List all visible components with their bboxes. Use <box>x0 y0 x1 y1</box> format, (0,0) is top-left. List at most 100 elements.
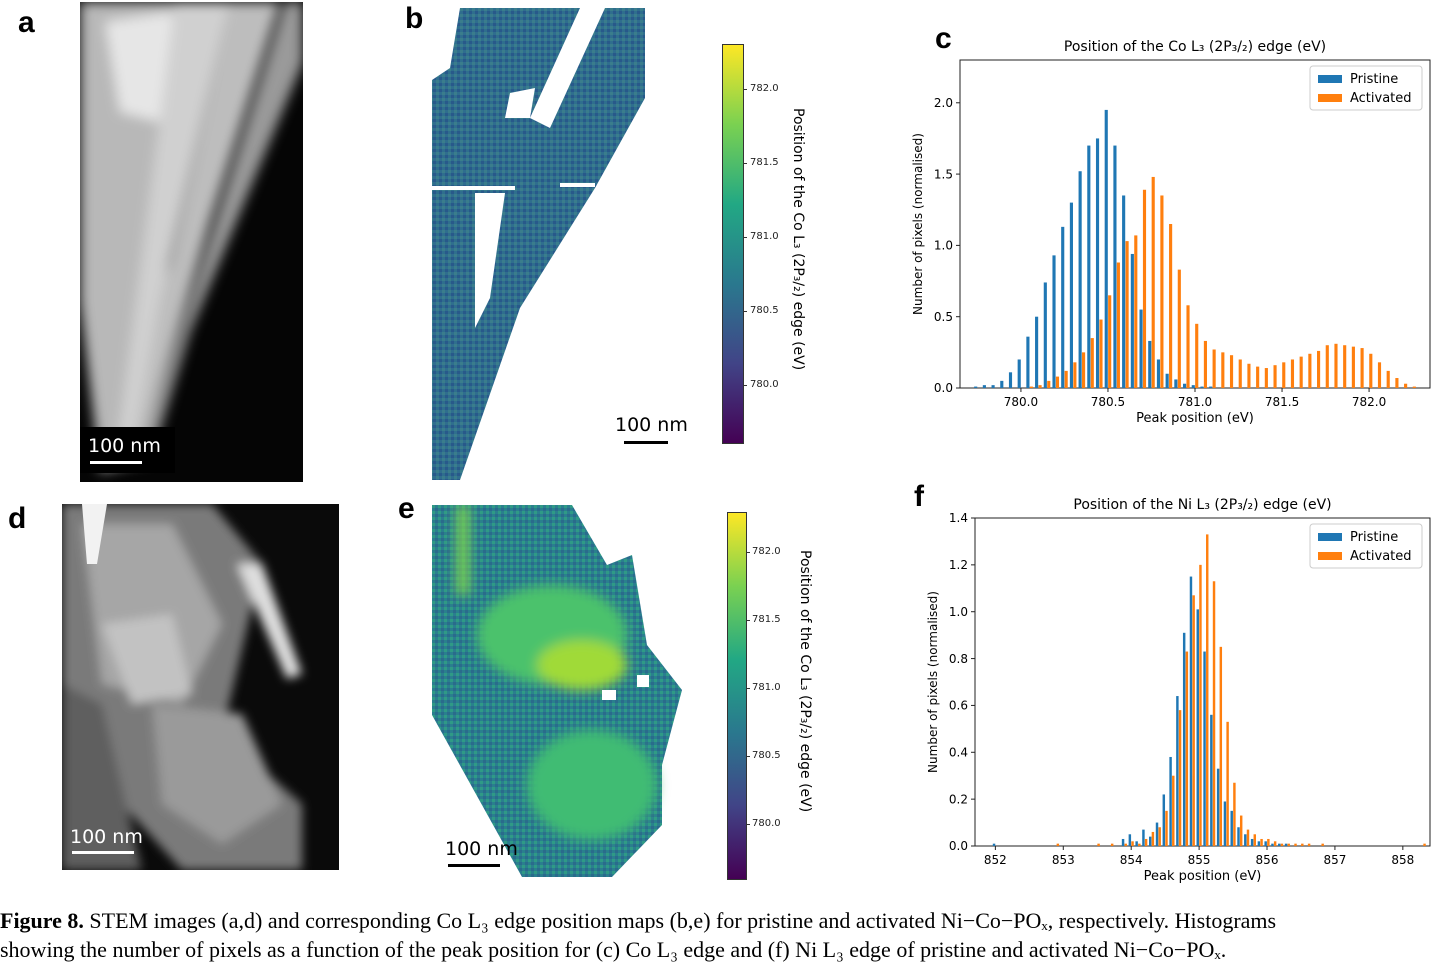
bar-pristine <box>1169 756 1172 846</box>
bar-activated <box>1199 564 1202 846</box>
bar-activated <box>1343 345 1347 388</box>
x-tick-label: 853 <box>1052 853 1075 867</box>
bar-pristine <box>1183 383 1187 388</box>
colorbar-e-tickmark <box>746 688 750 689</box>
caption-text-2: showing the number of pixels as a functi… <box>0 937 1227 962</box>
colorbar-b-tickmark <box>743 311 747 312</box>
x-tick-label: 855 <box>1188 853 1211 867</box>
bar-pristine <box>1061 226 1065 388</box>
bar-activated <box>1212 349 1216 388</box>
colorbar-b-tick: 780.5 <box>750 305 779 316</box>
bar-activated <box>1047 380 1051 388</box>
panel-letter-f: f <box>914 480 924 513</box>
bar-activated <box>1325 345 1329 388</box>
bar-activated <box>1073 362 1077 388</box>
panel-letter-d: d <box>8 502 27 535</box>
bar-activated <box>1334 343 1338 388</box>
x-tick-label: 858 <box>1391 853 1414 867</box>
bar-pristine <box>1113 145 1117 388</box>
plot-frame <box>974 517 1431 847</box>
colorbar-e-tickmark <box>746 756 750 757</box>
colorbar-e-tick: 781.0 <box>752 682 781 693</box>
bar-pristine <box>1128 834 1132 846</box>
bar-activated <box>1229 355 1234 388</box>
bar-activated <box>1386 370 1390 388</box>
bar-activated <box>1134 235 1138 388</box>
bar-pristine <box>1043 282 1047 388</box>
colorbar-b <box>722 44 744 444</box>
bar-pristine <box>992 843 996 846</box>
edge-map-b-graphic <box>430 8 645 480</box>
bar-activated <box>1138 843 1141 846</box>
bar-activated <box>1038 385 1042 388</box>
panel-letter-b: b <box>405 2 424 35</box>
bar-activated <box>1169 224 1173 388</box>
bar-pristine <box>1026 336 1030 388</box>
scalebar-label-e: 100 nm <box>445 838 518 860</box>
bar-pristine <box>1139 309 1143 388</box>
bar-activated <box>1287 843 1290 846</box>
bar-activated <box>1110 843 1114 846</box>
bar-activated <box>1264 368 1268 388</box>
x-tick-label: 780.5 <box>1091 395 1125 409</box>
bar-pristine <box>1264 841 1267 846</box>
caption-line-1: Figure 8. STEM images (a,d) and correspo… <box>0 906 1443 935</box>
bar-pristine <box>1196 609 1199 846</box>
bar-pristine <box>1216 768 1220 846</box>
bar-activated <box>1246 829 1250 846</box>
colorbar-e-label: Position of the Co L₃ (2P₃/₂) edge (eV) <box>797 550 813 813</box>
caption-line-2: showing the number of pixels as a functi… <box>0 935 1443 964</box>
bar-pristine <box>1017 359 1021 388</box>
scalebar-label-d: 100 nm <box>70 826 143 848</box>
bar-pristine <box>1069 202 1073 388</box>
y-tick-label: 0.0 <box>934 381 953 395</box>
scalebar-b <box>624 441 668 444</box>
bar-pristine <box>1008 372 1013 388</box>
chart-title: Position of the Co L₃ (2P₃/₂) edge (eV) <box>1064 39 1326 55</box>
bar-pristine <box>1052 255 1056 388</box>
y-tick-label: 1.5 <box>934 167 953 181</box>
bar-pristine <box>1250 838 1254 846</box>
bar-pristine <box>991 385 995 388</box>
bar-pristine <box>1182 632 1186 846</box>
y-tick-label: 0.5 <box>934 310 953 324</box>
scalebar-e <box>448 864 500 867</box>
bar-activated <box>1308 353 1312 388</box>
colorbar-e <box>727 512 747 880</box>
bar-pristine <box>1203 651 1206 846</box>
y-tick-label: 2.0 <box>934 96 953 110</box>
scalebar-label-a: 100 nm <box>88 435 161 457</box>
stem-image-a <box>80 2 303 482</box>
bar-activated <box>1160 195 1164 388</box>
x-tick-label: 857 <box>1323 853 1346 867</box>
colorbar-e-tickmark <box>746 620 750 621</box>
bar-activated <box>1247 363 1251 388</box>
bar-activated <box>1294 843 1297 846</box>
x-axis-label: Peak position (eV) <box>1136 411 1254 426</box>
bar-activated <box>1165 810 1168 846</box>
y-tick-label: 0.6 <box>949 699 968 713</box>
x-tick-label: 782.0 <box>1352 395 1386 409</box>
bar-pristine <box>1230 810 1233 846</box>
bar-pristine <box>1191 385 1195 388</box>
colorbar-e-tick: 782.0 <box>752 546 781 557</box>
bar-activated <box>1064 370 1068 388</box>
bar-pristine <box>1104 109 1108 389</box>
bar-activated <box>1290 359 1295 388</box>
colorbar-b-tick: 781.0 <box>750 231 779 242</box>
colorbar-b-tick: 782.0 <box>750 83 779 94</box>
bar-activated <box>1212 581 1216 846</box>
stem-image-a-graphic <box>80 2 303 482</box>
bar-activated <box>1142 189 1147 388</box>
bar-activated <box>1219 646 1223 846</box>
y-tick-label: 0.2 <box>949 792 968 806</box>
colorbar-b-tickmark <box>743 163 747 164</box>
bar-pristine <box>1130 253 1134 388</box>
bar-activated <box>1099 319 1103 388</box>
colorbar-b-tickmark <box>743 89 747 90</box>
bar-pristine <box>1078 171 1082 388</box>
bar-activated <box>1280 843 1284 846</box>
stem-image-d-graphic <box>62 504 339 870</box>
y-tick-label: 0.0 <box>949 839 968 853</box>
legend-label-pristine: Pristine <box>1350 72 1398 87</box>
